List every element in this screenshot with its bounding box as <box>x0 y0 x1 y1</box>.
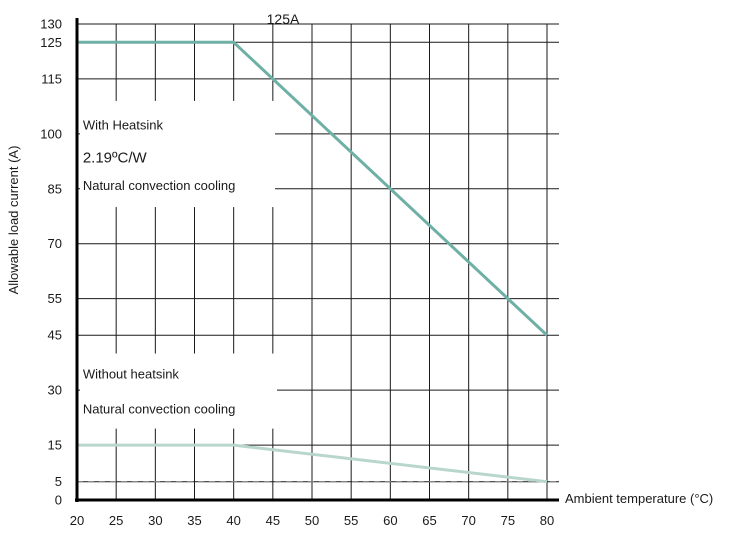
y-tick-label: 30 <box>48 383 62 398</box>
x-tick-label: 75 <box>501 513 515 528</box>
x-tick-label: 60 <box>383 513 397 528</box>
series-group <box>77 40 549 484</box>
x-axis-label: Ambient temperature (°C) <box>565 491 713 506</box>
x-tick-label: 80 <box>540 513 554 528</box>
x-tick-label: 50 <box>305 513 319 528</box>
y-tick-label: 55 <box>48 291 62 306</box>
y-tick-label: 0 <box>55 493 62 508</box>
x-tick-labels: 20 25 30 35 40 45 50 55 60 65 70 75 80 <box>70 513 554 528</box>
y-tick-label: 15 <box>48 438 62 453</box>
annotation-text: With Heatsink <box>83 118 164 133</box>
y-tick-label: 45 <box>48 328 62 343</box>
y-tick-labels: 0 5 15 30 45 55 70 85 100 115 125 130 <box>40 17 62 508</box>
annotation-background <box>80 100 275 208</box>
series-line-1 <box>77 40 549 337</box>
y-tick-label: 100 <box>40 126 62 141</box>
chart-title: 125A <box>267 11 300 27</box>
y-tick-label: 130 <box>40 17 62 32</box>
y-tick-label: 125 <box>40 35 62 50</box>
annotation-background <box>80 353 277 429</box>
x-tick-label: 30 <box>148 513 162 528</box>
y-tick-label: 70 <box>48 236 62 251</box>
x-tick-label: 65 <box>422 513 436 528</box>
x-tick-label: 70 <box>461 513 475 528</box>
axes <box>75 18 559 502</box>
x-tick-label: 25 <box>109 513 123 528</box>
annotation-text: Without heatsink <box>83 367 180 382</box>
x-tick-label: 40 <box>226 513 240 528</box>
x-tick-label: 35 <box>187 513 201 528</box>
x-tick-label: 45 <box>266 513 280 528</box>
x-tick-label: 55 <box>344 513 358 528</box>
y-tick-label: 85 <box>48 181 62 196</box>
annotations: With Heatsink 2.19ºC/W Natural convection … <box>80 100 277 429</box>
y-tick-label: 5 <box>55 474 62 489</box>
y-tick-label: 115 <box>41 71 62 86</box>
annotation-text: Natural convection cooling <box>83 178 235 193</box>
x-tick-label: 20 <box>70 513 84 528</box>
annotation-text: Natural convection cooling <box>83 401 235 416</box>
annotation-text: 2.19ºC/W <box>83 150 148 167</box>
grid <box>76 23 559 500</box>
series-line-2 <box>77 443 548 484</box>
y-axis-label: Allowable load current (A) <box>6 146 21 295</box>
